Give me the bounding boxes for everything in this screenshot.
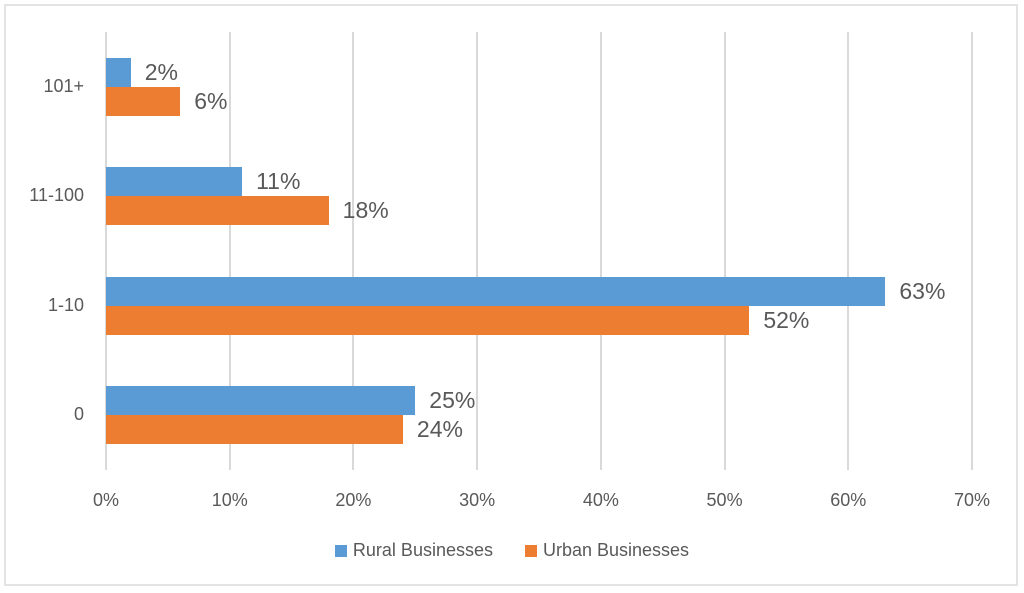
gridline [476,32,479,470]
x-tick-label: 70% [953,490,991,510]
gridline [352,32,355,470]
data-label: 18% [342,197,389,224]
data-label: 25% [429,387,476,414]
data-label: 63% [899,277,946,304]
category-label: 1-10 [47,294,84,315]
data-label: 24% [416,416,463,443]
x-tick-label: 10% [211,490,248,510]
x-tick-label: 60% [830,490,867,510]
legend-label: Urban Businesses [542,540,690,560]
bar-rural-businesses-11-100 [106,167,243,197]
category-label: 101+ [43,75,84,96]
gridline [228,32,231,470]
bar-urban-businesses-101+ [106,86,181,116]
plot-area: 25% 24% 63% 52% 11% 18% 2% 6% [105,32,973,470]
data-label: 6% [194,87,228,114]
data-label: 11% [256,168,301,195]
legend-item: Urban Businesses [524,540,690,561]
bar-rural-businesses-101+ [106,57,131,87]
data-label: 52% [763,306,810,333]
x-tick-label: 30% [459,490,496,510]
legend-label: Rural Businesses [352,540,493,560]
x-tick-label: 40% [582,490,619,510]
bar-urban-businesses-1-10 [106,305,750,335]
x-tick-label: 0% [92,490,120,510]
gridline [847,32,850,470]
bar-rural-businesses-1-10 [106,276,886,306]
gridline [723,32,726,470]
category-label: 0 [73,404,84,425]
bar-urban-businesses-0 [106,415,403,445]
x-tick-label: 20% [335,490,372,510]
bar-urban-businesses-11-100 [106,196,329,226]
x-tick-label: 50% [706,490,743,510]
legend-swatch-icon [524,544,537,557]
gridline [599,32,602,470]
gridline [971,32,973,470]
legend: Rural Businesses Urban Businesses [0,540,1024,561]
data-label: 2% [144,58,178,85]
bar-rural-businesses-0 [106,386,416,416]
legend-item: Rural Businesses [334,540,493,561]
legend-swatch-icon [334,544,347,557]
category-label: 11-100 [29,185,84,206]
gridline [105,32,107,470]
